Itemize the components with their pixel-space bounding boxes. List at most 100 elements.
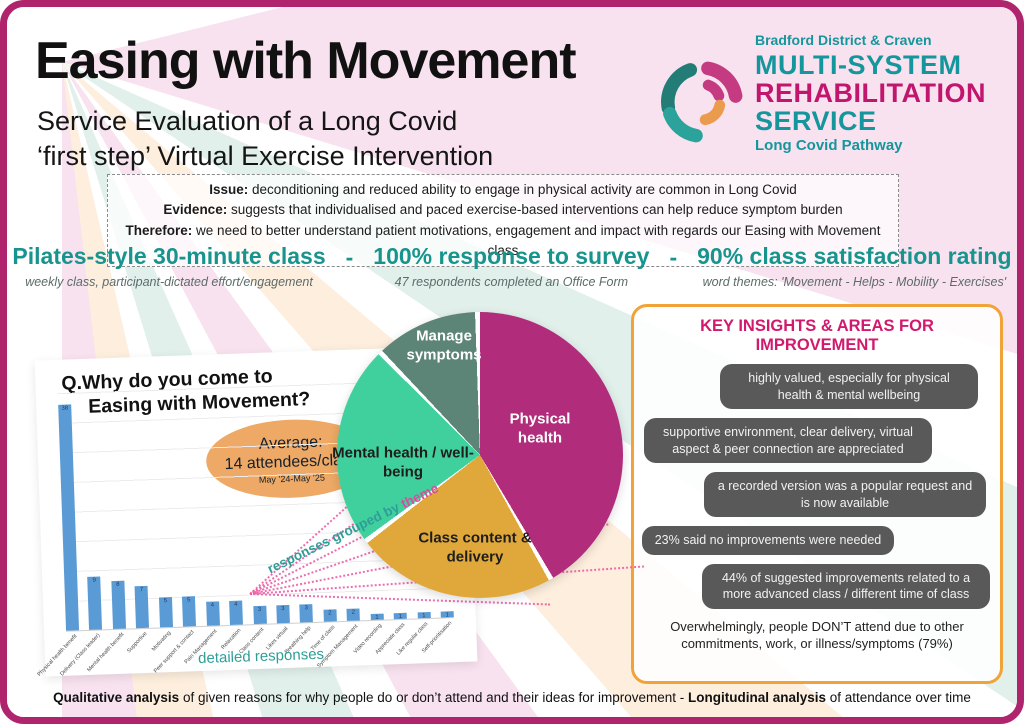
bar-group: 5 Peer support & contact	[153, 388, 197, 674]
bar: 2	[323, 609, 337, 622]
bar: 9	[87, 576, 103, 630]
stat-headline: Pilates-style 30-minute class	[12, 243, 326, 269]
stat-class-format: Pilates-style 30-minute class weekly cla…	[12, 243, 325, 289]
stat-detail: weekly class, participant-dictated effor…	[25, 275, 313, 289]
bar-group: 4 Pain Management	[184, 387, 220, 665]
pie-label-manage-symptoms: Manage symptoms	[406, 327, 482, 363]
service-logo-text: Bradford District & Craven MULTI-SYSTEM …	[755, 33, 986, 153]
stat-detail: word themes: 'Movement - Helps - Mobilit…	[702, 275, 1007, 289]
logo-arc-teal-dark	[661, 63, 698, 115]
bar-group: 9 Delivery (Class leader)	[59, 392, 103, 677]
context-line-therefore: Therefore: we need to better understand …	[118, 221, 888, 262]
pie-label-physical-health: Physical health	[509, 410, 571, 446]
logo-arc-teal	[663, 106, 703, 143]
bar-value-label: 5	[163, 598, 168, 605]
stat-satisfaction: 90% class satisfaction rating word theme…	[697, 243, 1011, 289]
bar-value-label: 1	[398, 614, 403, 621]
logo-line-pathway: Long Covid Pathway	[755, 136, 903, 154]
context-line-issue: Issue: deconditioning and reduced abilit…	[118, 180, 888, 200]
stats-row: Pilates-style 30-minute class weekly cla…	[7, 243, 1017, 289]
bar-group: 38 Physical health benefit	[36, 392, 80, 678]
bar: 8	[111, 581, 126, 630]
context-text-issue: deconditioning and reduced ability to en…	[248, 182, 797, 197]
context-text-evidence: suggests that individualised and paced e…	[227, 202, 843, 218]
stat-separator: -	[345, 244, 354, 270]
subtitle-line-1: Service Evaluation of a Long Covid	[37, 106, 458, 136]
insight-box: 23% said no improvements were needed	[642, 526, 894, 555]
insights-footnote: Overwhelmingly, people DON’T attend due …	[670, 618, 964, 652]
subtitle-line-2: ‘first step’ Virtual Exercise Interventi…	[37, 140, 494, 171]
bar-value-label: 1	[445, 612, 450, 619]
context-text-therefore: we need to better understand patient mot…	[192, 222, 881, 258]
logo-arc-orange-inner	[699, 99, 726, 126]
bar-group: 5 Motivating	[151, 389, 173, 653]
logo-line-rehabilitation: REHABILITATION	[755, 77, 986, 108]
stat-separator: -	[669, 244, 678, 270]
logo-org-name: Bradford District & Craven	[755, 32, 932, 48]
bar: 1	[393, 612, 407, 621]
bar-value-label: 9	[92, 577, 97, 584]
bar-value-label: 7	[139, 587, 144, 594]
pie-label-mental-health: Mental health / well-being	[332, 444, 474, 480]
context-label-issue: Issue:	[209, 182, 249, 197]
bar: 2	[346, 608, 361, 621]
bar-group: 2 Time of class	[310, 383, 337, 652]
bar-value-label: 8	[116, 582, 120, 589]
bar-value-label: 2	[328, 610, 332, 617]
pie-label-class-content: Class content & delivery	[418, 529, 532, 565]
bar-value-label: 1	[422, 613, 426, 620]
bar-value-label: 2	[351, 609, 356, 616]
footer-note: Qualitative analysis of given reasons fo…	[7, 690, 1017, 705]
insight-box: a recorded version was a popular request…	[704, 472, 986, 517]
insight-box: 44% of suggested improvements related to…	[702, 563, 990, 609]
context-line-evidence: Evidence: suggests that individualised a…	[118, 200, 888, 220]
bar-value-label: 38	[61, 405, 69, 413]
footer-text-1: of given reasons for why people do or do…	[179, 690, 676, 705]
page-title: Easing with Movement	[35, 32, 577, 90]
context-label-therefore: Therefore:	[125, 222, 193, 238]
footer-bold-qualitative: Qualitative analysis	[53, 690, 180, 705]
logo-arc-pink-inner	[702, 79, 725, 102]
logo-line-multi-system: MULTI-SYSTEM	[755, 49, 962, 80]
footer-separator: -	[675, 690, 688, 705]
bar-group: 3 Breathing help	[284, 384, 314, 655]
bar: 38	[58, 404, 80, 631]
bar-value-label: 1	[375, 614, 379, 621]
bar: 5	[182, 596, 197, 627]
context-box: Issue: deconditioning and reduced abilit…	[107, 174, 899, 267]
stat-detail: 47 respondents completed an Office Form	[394, 275, 629, 289]
bar-group: 4 Relaxation	[220, 387, 244, 651]
stat-headline: 90% class satisfaction rating	[697, 243, 1012, 269]
bar: 1	[417, 612, 431, 620]
footer-bold-longitudinal: Longitudinal analysis	[687, 690, 827, 705]
stat-response-rate: 100% response to survey 47 respondents c…	[373, 243, 649, 289]
insights-boxes: highly valued, especially for physical h…	[642, 364, 992, 609]
bar: 3	[252, 605, 267, 625]
bar: 5	[158, 597, 173, 628]
bar: 7	[134, 586, 150, 629]
bar: 1	[440, 611, 454, 619]
insight-box: supportive environment, clear delivery, …	[644, 418, 932, 463]
pie-chart: Manage symptoms Physical health Mental h…	[332, 312, 623, 598]
bar-value-label: 4	[210, 602, 215, 609]
bar: 3	[276, 605, 290, 624]
bar-value-label: 3	[257, 607, 262, 614]
bar-value-label: 4	[234, 601, 238, 609]
stat-headline: 100% response to survey	[373, 243, 650, 269]
page-subtitle: Service Evaluation of a Long Covid ‘firs…	[37, 104, 493, 173]
insights-title: KEY INSIGHTS & AREAS FOR IMPROVEMENT	[700, 317, 934, 354]
logo-line-service: SERVICE	[755, 105, 877, 136]
context-label-evidence: Evidence:	[163, 202, 228, 218]
bar-value-label: 5	[187, 597, 191, 604]
bar: 1	[370, 613, 384, 621]
bar-value-label: 3	[281, 606, 285, 613]
key-insights-panel: KEY INSIGHTS & AREAS FOR IMPROVEMENT hig…	[631, 304, 1003, 684]
logo-arc-pink	[701, 61, 743, 103]
bar: 4	[229, 600, 244, 625]
bar-value-label: 3	[304, 605, 309, 612]
footer-text-2: of attendance over time	[826, 690, 971, 705]
bar: 4	[205, 601, 220, 626]
bar: 3	[299, 604, 314, 623]
bar-group: 7 Supportive	[126, 390, 150, 654]
